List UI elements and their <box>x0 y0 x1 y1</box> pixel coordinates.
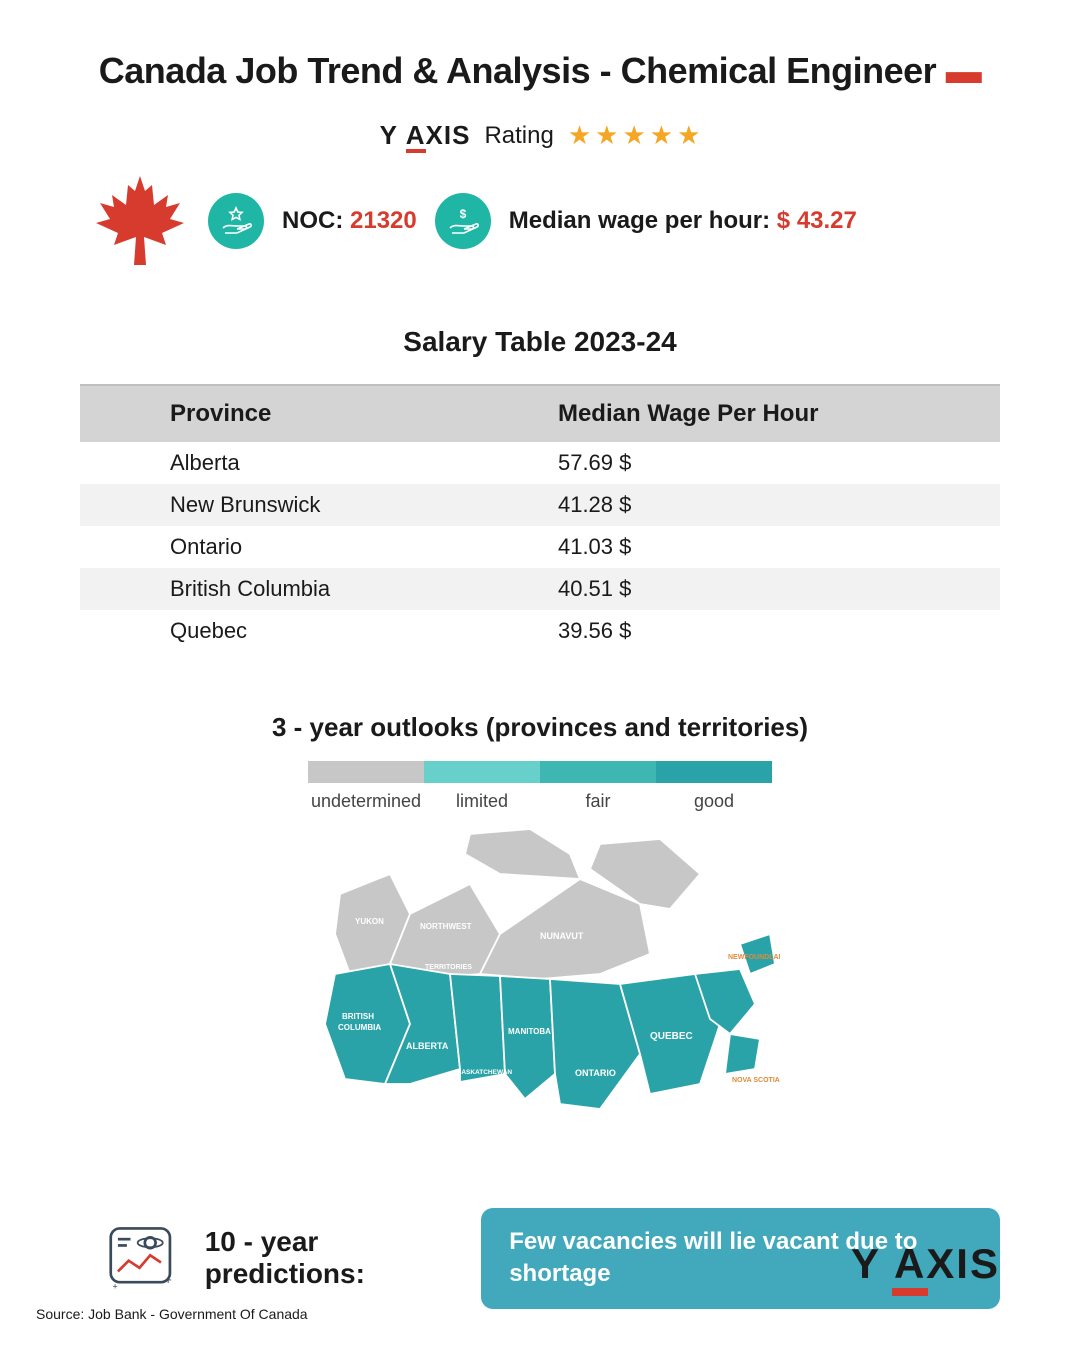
col-province: Province <box>80 385 468 442</box>
rating-label: Rating <box>484 122 553 150</box>
legend-swatch-undetermined <box>308 761 424 783</box>
star-icon: ★ <box>568 120 591 151</box>
info-row: NOC: 21320 $ Median wage per hour: $ 43.… <box>80 171 1000 271</box>
star-icon: ★ <box>677 120 700 151</box>
svg-text:NEWFOUNDLAND: NEWFOUNDLAND <box>728 954 780 961</box>
svg-text:ONTARIO: ONTARIO <box>575 1068 616 1078</box>
median-wage-label: Median wage per hour: <box>509 207 770 234</box>
star-icon: ★ <box>622 120 645 151</box>
salary-table-title: Salary Table 2023-24 <box>80 326 1000 358</box>
median-wage: Median wage per hour: $ 43.27 <box>509 207 857 235</box>
canada-map: YUKON NORTHWEST TERRITORIES NUNAVUT BRIT… <box>80 824 1000 1164</box>
cell-wage: 39.56 $ <box>468 610 1000 652</box>
table-row: Quebec39.56 $ <box>80 610 1000 652</box>
legend-label: undetermined <box>308 791 424 812</box>
median-wage-amount: $ 43.27 <box>777 207 857 234</box>
noc-label: NOC: 21320 <box>282 207 417 235</box>
cell-province: Alberta <box>80 442 468 484</box>
legend-label: limited <box>424 791 540 812</box>
page-title: Canada Job Trend & Analysis - Chemical E… <box>80 50 1000 92</box>
svg-text:TERRITORIES: TERRITORIES <box>425 964 472 971</box>
star-icon: ★ <box>595 120 618 151</box>
noc-code: 21320 <box>350 207 417 234</box>
svg-text:QUEBEC: QUEBEC <box>650 1031 693 1042</box>
legend-swatch-limited <box>424 761 540 783</box>
outlook-title: 3 - year outlooks (provinces and territo… <box>80 712 1000 743</box>
svg-text:NUNAVUT: NUNAVUT <box>540 931 584 941</box>
svg-text:MANITOBA: MANITOBA <box>508 1027 551 1036</box>
svg-text:ALBERTA: ALBERTA <box>406 1041 449 1051</box>
svg-text:$: $ <box>459 207 466 221</box>
title-underscore-icon: ▬ <box>946 50 982 91</box>
cell-province: Ontario <box>80 526 468 568</box>
star-icon: ★ <box>650 120 673 151</box>
svg-text:SASKATCHEWAN: SASKATCHEWAN <box>457 1069 512 1076</box>
analysis-screen-icon: + + <box>100 1213 181 1303</box>
cell-wage: 41.28 $ <box>468 484 1000 526</box>
table-row: New Brunswick41.28 $ <box>80 484 1000 526</box>
cell-wage: 40.51 $ <box>468 568 1000 610</box>
legend-label: fair <box>540 791 656 812</box>
cell-wage: 57.69 $ <box>468 442 1000 484</box>
cell-province: Quebec <box>80 610 468 652</box>
svg-text:+: + <box>113 1282 118 1292</box>
outlook-legend <box>80 761 1000 783</box>
legend-label: good <box>656 791 772 812</box>
rating-row: Y AXIS Rating ★ ★ ★ ★ ★ <box>80 120 1000 151</box>
prediction-label: 10 - year predictions: <box>205 1226 458 1290</box>
cell-wage: 41.03 $ <box>468 526 1000 568</box>
salary-table: Province Median Wage Per Hour Alberta57.… <box>80 384 1000 652</box>
cell-province: British Columbia <box>80 568 468 610</box>
rating-stars: ★ ★ ★ ★ ★ <box>568 120 701 151</box>
legend-swatch-good <box>656 761 772 783</box>
svg-text:YUKON: YUKON <box>355 917 384 926</box>
footer-brand-logo: Y AXIS <box>851 1240 1000 1288</box>
table-row: Alberta57.69 $ <box>80 442 1000 484</box>
table-row: British Columbia40.51 $ <box>80 568 1000 610</box>
svg-text:BRITISH: BRITISH <box>342 1012 374 1021</box>
svg-text:COLUMBIA: COLUMBIA <box>338 1023 381 1032</box>
star-hand-icon <box>208 193 264 249</box>
table-header-row: Province Median Wage Per Hour <box>80 385 1000 442</box>
title-text: Canada Job Trend & Analysis - Chemical E… <box>99 50 936 91</box>
source-text: Source: Job Bank - Government Of Canada <box>36 1306 308 1322</box>
svg-text:NORTHWEST: NORTHWEST <box>420 922 472 931</box>
noc-label-text: NOC: <box>282 207 343 234</box>
col-wage: Median Wage Per Hour <box>468 385 1000 442</box>
legend-labels: undetermined limited fair good <box>80 791 1000 812</box>
money-hand-icon: $ <box>435 193 491 249</box>
legend-swatch-fair <box>540 761 656 783</box>
svg-text:NOVA SCOTIA: NOVA SCOTIA <box>732 1077 780 1084</box>
brand-logo-inline: Y AXIS <box>380 120 471 151</box>
maple-leaf-icon <box>90 171 190 271</box>
table-row: Ontario41.03 $ <box>80 526 1000 568</box>
cell-province: New Brunswick <box>80 484 468 526</box>
svg-text:+: + <box>165 1273 172 1287</box>
